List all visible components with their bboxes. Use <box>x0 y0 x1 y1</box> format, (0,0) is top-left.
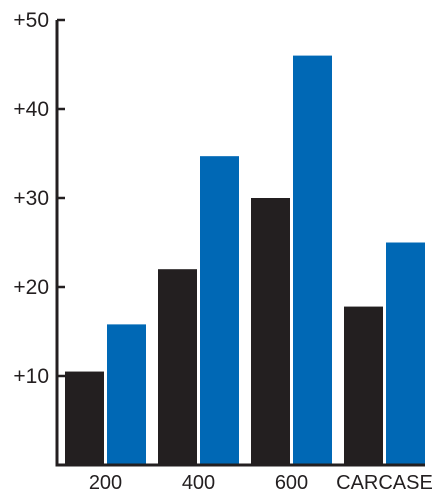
bar-600-series-2 <box>293 55 332 465</box>
x-tick-label: 600 <box>275 472 308 494</box>
x-tick-label: 400 <box>182 472 215 494</box>
bar-200-series-1 <box>65 371 104 465</box>
axes-layer <box>55 18 425 467</box>
x-tick-label: 200 <box>89 472 122 494</box>
labels-layer: 200 400 600 CARCASE +10 +20 +30 +40 +50 <box>13 9 432 494</box>
bar-400-series-1 <box>158 269 197 465</box>
y-tick-label: +50 <box>13 9 49 32</box>
y-tick-label: +30 <box>13 187 49 210</box>
bar-carcase-series-1 <box>344 306 383 465</box>
y-tick-label: +20 <box>13 276 49 299</box>
bar-carcase-series-2 <box>386 242 425 465</box>
bar-200-series-2 <box>107 324 146 465</box>
x-tick-label: CARCASE <box>336 472 433 494</box>
bar-400-series-2 <box>200 156 239 466</box>
bars-layer <box>65 55 425 466</box>
bar-600-series-1 <box>251 198 290 465</box>
y-tick-label: +10 <box>13 365 49 388</box>
y-tick-label: +40 <box>13 98 49 121</box>
